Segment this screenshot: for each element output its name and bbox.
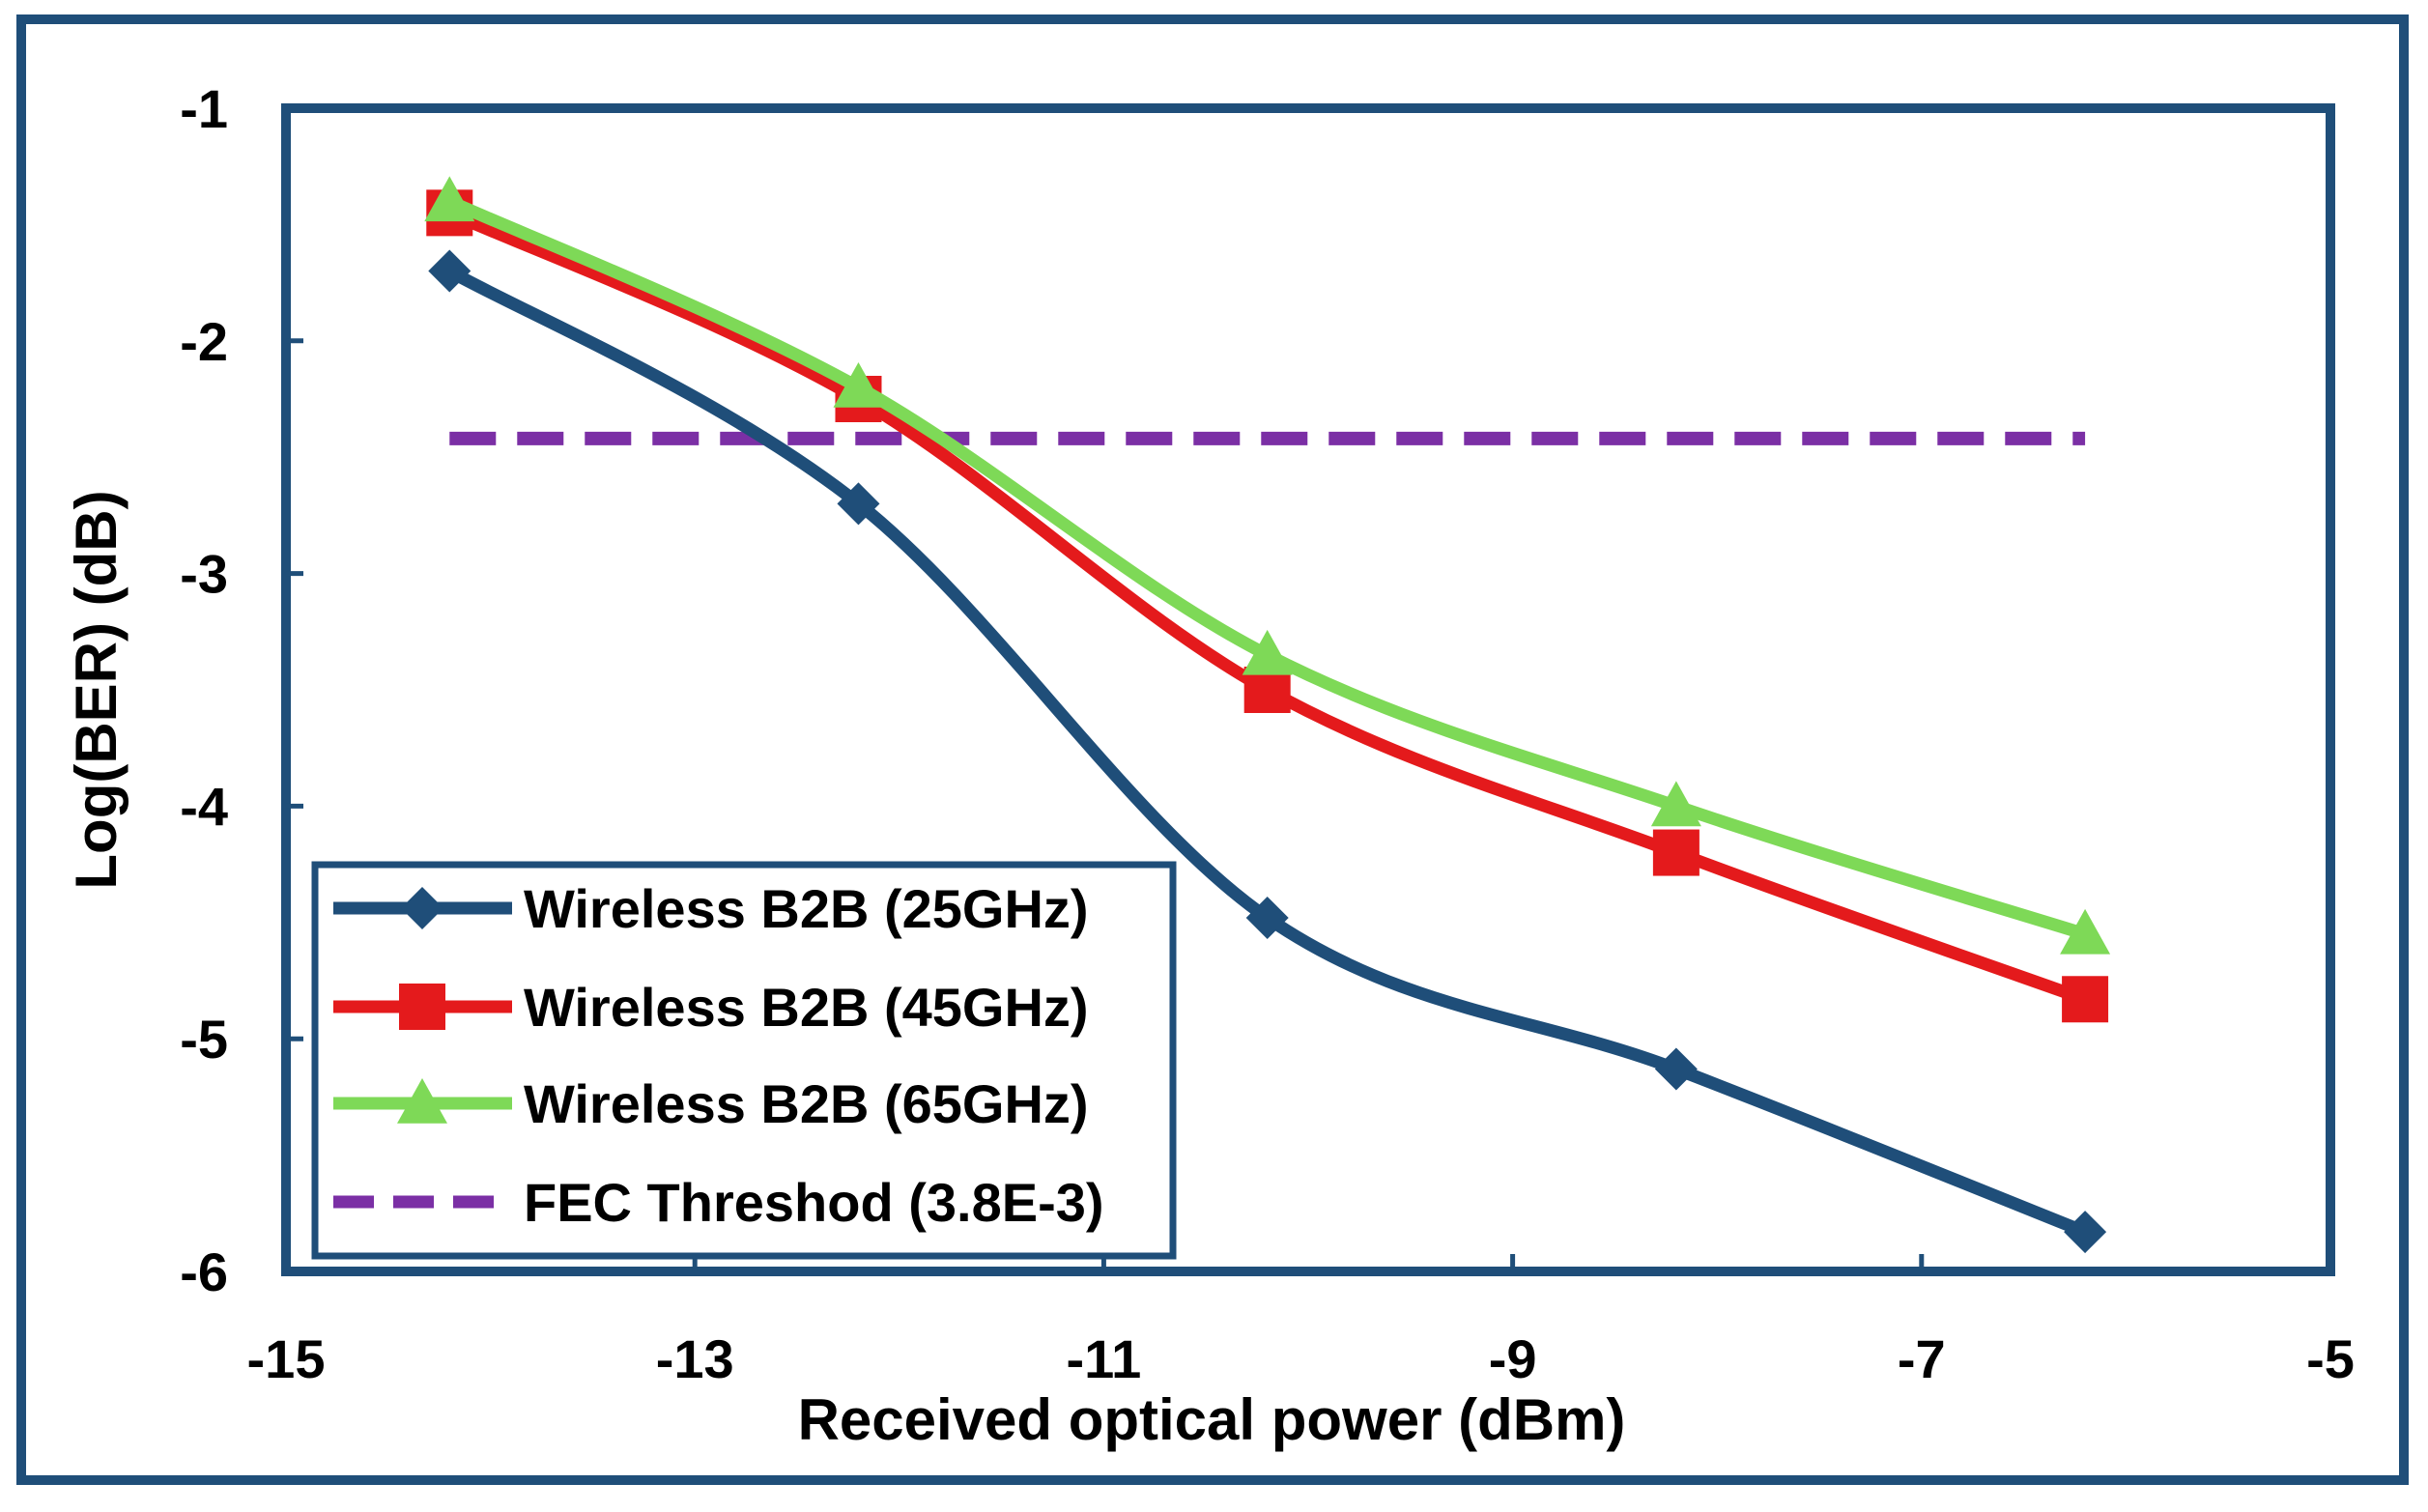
legend-marker <box>399 984 445 1030</box>
y-axis-title: Log(BER) (dB) <box>64 490 129 889</box>
data-point <box>837 482 880 526</box>
legend-item: Wireless B2B (45GHz) <box>333 977 1089 1038</box>
legend-box <box>311 861 1177 1260</box>
series-3 <box>424 176 2111 955</box>
data-point <box>1652 829 1700 876</box>
legend-item: Wireless B2B (65GHz) <box>333 1073 1089 1134</box>
legend-marker <box>397 1078 447 1124</box>
legend-marker <box>401 887 443 929</box>
x-tick-label: -13 <box>656 1328 734 1389</box>
data-point <box>2062 976 2109 1023</box>
series-1 <box>428 249 2107 1254</box>
x-axis: -15 -13 -11 -9 -7 -5 <box>247 1254 2355 1389</box>
series-layer <box>424 176 2111 1254</box>
data-point <box>2064 1211 2107 1254</box>
x-tick-label: -5 <box>2306 1328 2355 1389</box>
x-tick-label: -15 <box>247 1328 326 1389</box>
x-axis-title: Received optical power (dBm) <box>798 1387 1626 1452</box>
y-tick-label: -1 <box>180 78 228 139</box>
data-point <box>424 176 475 222</box>
data-point <box>1245 896 1289 939</box>
data-point <box>428 249 471 293</box>
x-tick-label: -7 <box>1898 1328 1946 1389</box>
x-tick-label: -11 <box>1066 1328 1141 1389</box>
legend-label: Wireless B2B (25GHz) <box>524 878 1089 939</box>
legend-item: FEC Threshod (3.8E-3) <box>333 1172 1104 1233</box>
data-point <box>1242 629 1293 675</box>
legend-item: Wireless B2B (25GHz) <box>333 878 1089 939</box>
legend-label: FEC Threshod (3.8E-3) <box>524 1172 1104 1233</box>
legend-label: Wireless B2B (65GHz) <box>524 1073 1089 1134</box>
y-tick-label: -2 <box>180 311 228 372</box>
x-tick-label: -9 <box>1489 1328 1537 1389</box>
data-point <box>1650 781 1701 827</box>
legend: Wireless B2B (25GHz) Wireless B2B (45GHz)… <box>311 861 1177 1260</box>
series-line <box>443 265 2092 1239</box>
y-tick-label: -4 <box>180 776 228 837</box>
legend-label: Wireless B2B (45GHz) <box>524 977 1089 1038</box>
y-tick-label: -6 <box>180 1241 228 1302</box>
data-point <box>2060 908 2111 955</box>
y-tick-label: -3 <box>180 544 228 605</box>
data-point <box>1654 1047 1698 1091</box>
y-tick-label: -5 <box>180 1009 228 1070</box>
y-axis: -1 -2 -3 -4 -5 -6 <box>180 78 303 1302</box>
data-point <box>833 361 884 408</box>
